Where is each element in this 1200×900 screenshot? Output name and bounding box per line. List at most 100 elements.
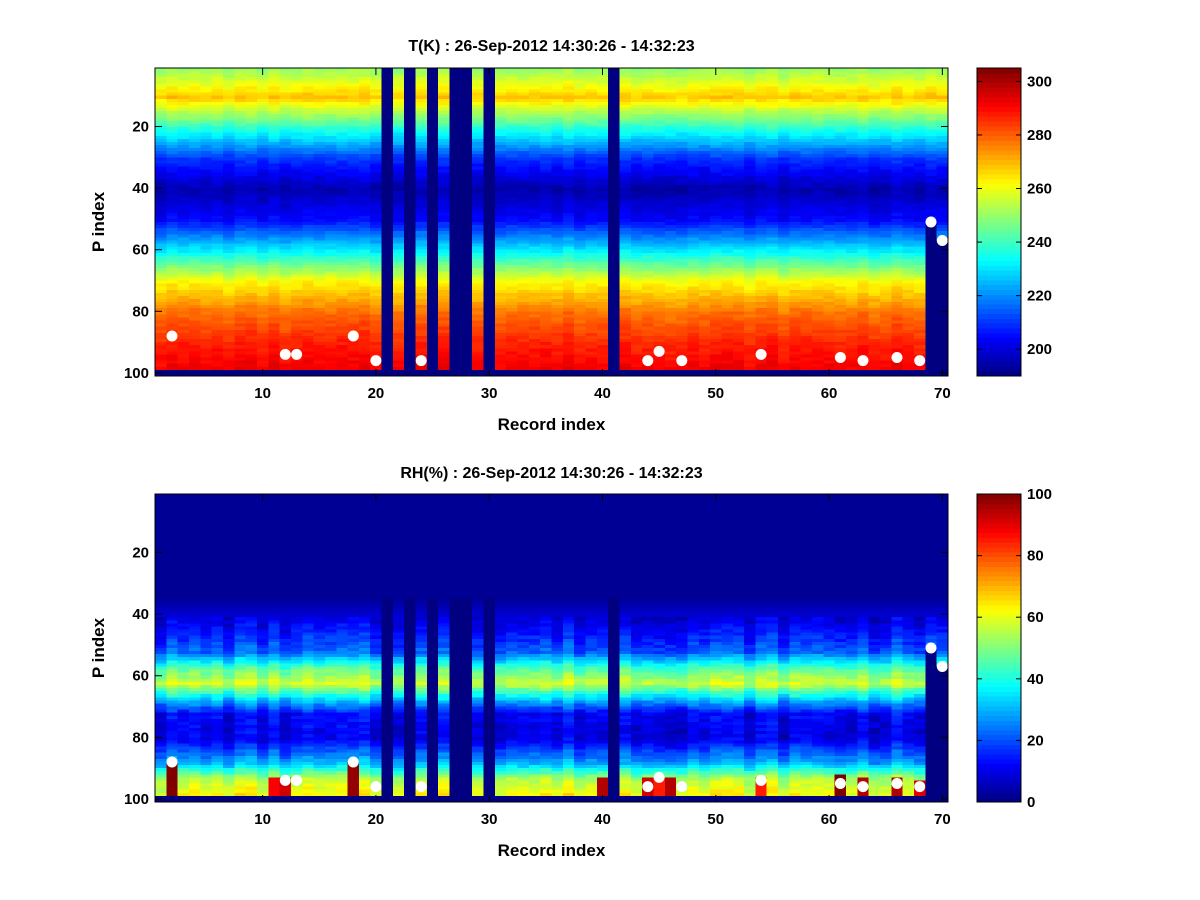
heatmap-cell: [483, 166, 496, 171]
heatmap-cell: [200, 212, 213, 217]
heatmap-cell: [324, 222, 337, 226]
heatmap-cell: [211, 277, 224, 282]
heatmap-cell: [222, 335, 235, 340]
heatmap-cell: [449, 206, 462, 211]
heatmap-cell: [256, 114, 269, 118]
heatmap-cell: [483, 114, 496, 118]
heatmap-cell: [155, 323, 167, 328]
heatmap-cell: [200, 286, 213, 291]
heatmap-cell: [200, 369, 213, 374]
heatmap-cell: [256, 138, 269, 143]
heatmap-cell: [426, 323, 439, 328]
heatmap-cell: [313, 160, 326, 165]
heatmap-cell: [234, 271, 247, 275]
heatmap-cell: [222, 104, 235, 109]
heatmap-cell: [472, 299, 485, 303]
heatmap-cell: [313, 71, 326, 75]
heatmap-cell: [245, 209, 258, 214]
heatmap-cell: [415, 117, 428, 121]
heatmap-cell: [460, 323, 473, 328]
heatmap-cell: [279, 151, 292, 155]
heatmap-cell: [234, 311, 247, 315]
heatmap-cell: [200, 163, 213, 168]
heatmap-cell: [256, 89, 269, 94]
heatmap-cell: [155, 363, 167, 368]
heatmap-cell: [279, 255, 292, 260]
heatmap-cell: [211, 320, 224, 325]
heatmap-cell: [200, 249, 213, 254]
heatmap-cell: [290, 98, 303, 103]
heatmap-cell: [358, 160, 371, 165]
heatmap-cell: [494, 200, 507, 205]
heatmap-cell: [449, 271, 462, 275]
heatmap-cell: [155, 209, 167, 214]
heatmap-cell: [302, 129, 315, 134]
heatmap-cell: [188, 135, 201, 140]
heatmap-cell: [234, 292, 247, 297]
heatmap-cell: [222, 197, 235, 202]
heatmap-cell: [188, 252, 201, 257]
heatmap-cell: [324, 345, 337, 349]
heatmap-cell: [155, 311, 167, 315]
heatmap-cell: [358, 95, 371, 100]
heatmap-cell: [381, 246, 394, 251]
heatmap-cell: [222, 299, 235, 303]
heatmap-cell: [426, 237, 439, 242]
heatmap-cell: [370, 258, 383, 263]
heatmap-cell: [313, 320, 326, 325]
heatmap-cell: [302, 160, 315, 165]
heatmap-cell: [211, 129, 224, 134]
heatmap-cell: [336, 274, 349, 279]
heatmap-cell: [494, 252, 507, 257]
heatmap-cell: [290, 117, 303, 121]
heatmap-cell: [188, 332, 201, 337]
heatmap-cell: [279, 181, 292, 186]
heatmap-cell: [313, 117, 326, 121]
heatmap-cell: [494, 68, 507, 72]
heatmap-cell: [279, 299, 292, 303]
heatmap-cell: [234, 354, 247, 359]
heatmap-cell: [222, 360, 235, 365]
heatmap-cell: [290, 163, 303, 168]
heatmap-cell: [166, 357, 179, 362]
heatmap-cell: [166, 117, 179, 121]
heatmap-cell: [483, 191, 496, 195]
heatmap-cell: [449, 348, 462, 352]
heatmap-cell: [177, 175, 190, 180]
heatmap-cell: [449, 111, 462, 115]
heatmap-cell: [234, 95, 247, 100]
heatmap-cell: [483, 222, 496, 226]
heatmap-cell: [245, 369, 258, 374]
heatmap-cell: [279, 363, 292, 368]
heatmap-cell: [268, 117, 281, 121]
heatmap-cell: [313, 308, 326, 312]
heatmap-cell: [279, 114, 292, 118]
heatmap-cell: [234, 185, 247, 189]
heatmap-cell: [313, 351, 326, 356]
heatmap-cell: [347, 92, 360, 97]
heatmap-cell: [256, 154, 269, 158]
heatmap-cell: [211, 166, 224, 171]
heatmap-cell: [166, 262, 179, 266]
heatmap-cell: [279, 215, 292, 220]
heatmap-cell: [188, 89, 201, 94]
heatmap-cell: [279, 345, 292, 349]
heatmap-cell: [268, 292, 281, 297]
heatmap-cell: [234, 252, 247, 257]
heatmap-cell: [256, 185, 269, 189]
heatmap-cell: [324, 360, 337, 365]
heatmap-cell: [290, 372, 303, 377]
heatmap-cell: [438, 258, 451, 263]
heatmap-cell: [302, 206, 315, 211]
heatmap-cell: [426, 101, 439, 106]
heatmap-cell: [404, 280, 417, 285]
heatmap-cell: [449, 354, 462, 359]
heatmap-cell: [200, 240, 213, 245]
heatmap-cell: [290, 206, 303, 211]
heatmap-cell: [245, 262, 258, 266]
heatmap-cell: [336, 74, 349, 78]
heatmap-cell: [415, 188, 428, 192]
heatmap-cell: [494, 255, 507, 260]
heatmap-cell: [313, 92, 326, 97]
heatmap-cell: [279, 197, 292, 202]
